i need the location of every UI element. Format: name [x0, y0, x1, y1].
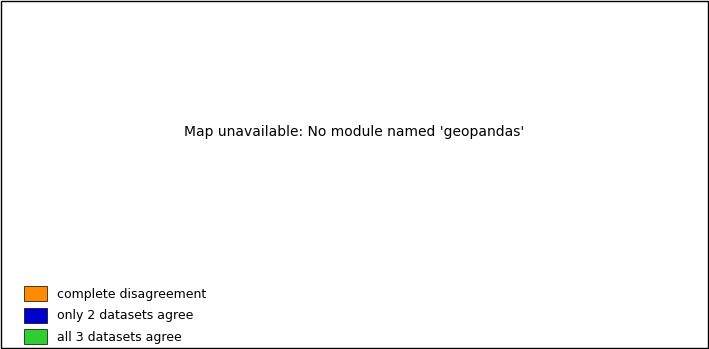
Text: Map unavailable: No module named 'geopandas': Map unavailable: No module named 'geopan… [184, 125, 525, 139]
Legend: complete disagreement, only 2 datasets agree, all 3 datasets agree: complete disagreement, only 2 datasets a… [21, 282, 210, 348]
